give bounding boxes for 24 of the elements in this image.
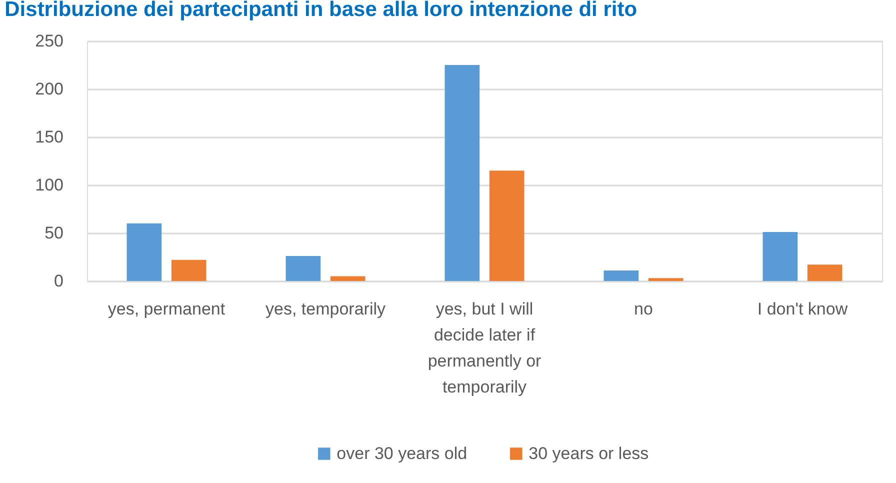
x-tick-label: yes, permanent (108, 300, 226, 318)
bar (330, 276, 366, 281)
y-tick-label: 150 (35, 128, 64, 146)
y-tick-label: 0 (54, 272, 64, 290)
bar (126, 223, 162, 281)
bar (286, 256, 321, 281)
y-tick-label: 100 (35, 176, 64, 194)
x-tick-label: yes, temporarily (266, 300, 386, 318)
bar (807, 264, 842, 281)
bar (762, 232, 798, 281)
y-tick-label: 200 (35, 80, 64, 98)
bar (171, 260, 206, 281)
y-tick-label: 250 (35, 32, 64, 50)
bar (489, 170, 524, 281)
x-tick-label: yes, but I will decide later if permanently or temporarily (428, 300, 542, 396)
bar (444, 65, 480, 281)
legend-label: over 30 years old (336, 444, 468, 463)
x-tick-label: I don't know (757, 300, 848, 318)
chart-title: Distribuzione dei partecipanti in base alla loro intenzione di rito (4, 0, 638, 21)
legend-label: 30 years or less (528, 444, 649, 463)
bar (604, 270, 639, 281)
bar (648, 278, 684, 281)
y-tick-label: 50 (44, 224, 64, 242)
x-tick-label: no (634, 300, 653, 318)
